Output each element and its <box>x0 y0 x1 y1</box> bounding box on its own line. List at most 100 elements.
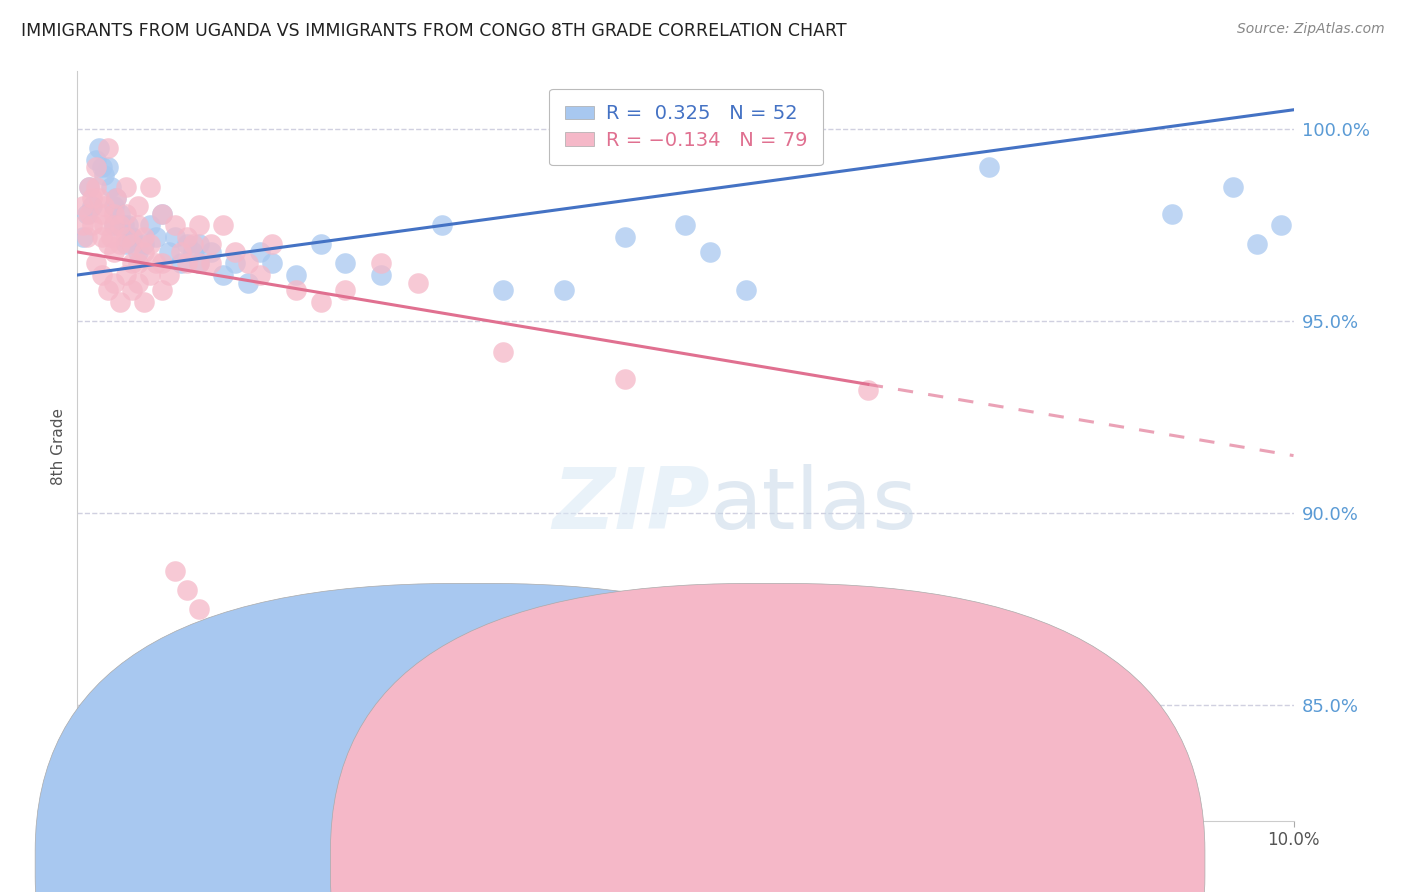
Point <box>236 256 259 270</box>
Point <box>333 256 356 270</box>
Point <box>134 229 156 244</box>
Point <box>117 218 139 232</box>
Point <box>152 206 174 220</box>
Point <box>152 284 174 298</box>
Point <box>200 244 222 259</box>
Point <box>170 244 193 259</box>
Point <box>553 284 575 298</box>
Point <box>430 218 453 232</box>
Point <box>309 294 332 309</box>
Point <box>249 622 271 636</box>
Point <box>79 206 101 220</box>
Point <box>492 284 515 298</box>
Point <box>84 256 107 270</box>
Point <box>170 256 193 270</box>
Point <box>103 276 125 290</box>
Point <box>80 191 103 205</box>
Point <box>127 218 149 232</box>
Point <box>103 218 125 232</box>
Point <box>236 276 259 290</box>
Point <box>84 179 107 194</box>
Point <box>97 284 120 298</box>
Point <box>89 191 111 205</box>
Point <box>979 161 1001 175</box>
Point <box>163 218 186 232</box>
Point <box>145 229 167 244</box>
Point <box>93 199 115 213</box>
Point <box>1222 179 1244 194</box>
Text: IMMIGRANTS FROM UGANDA VS IMMIGRANTS FROM CONGO 8TH GRADE CORRELATION CHART: IMMIGRANTS FROM UGANDA VS IMMIGRANTS FRO… <box>21 22 846 40</box>
Point <box>79 179 101 194</box>
Point <box>181 244 204 259</box>
Point <box>176 237 198 252</box>
Point <box>90 161 112 175</box>
Point <box>1270 218 1292 232</box>
Text: atlas: atlas <box>710 465 918 548</box>
Point <box>249 244 271 259</box>
Point <box>430 717 453 731</box>
Point <box>76 229 98 244</box>
Legend: R =  0.325   N = 52, R = −0.134   N = 79: R = 0.325 N = 52, R = −0.134 N = 79 <box>550 88 823 165</box>
Point <box>249 268 271 282</box>
Point <box>176 229 198 244</box>
Point <box>152 206 174 220</box>
Point <box>370 268 392 282</box>
Point <box>105 191 128 205</box>
Point <box>134 294 156 309</box>
Point <box>97 161 120 175</box>
Point <box>134 244 156 259</box>
Point <box>212 218 235 232</box>
Point <box>285 284 308 298</box>
Text: Immigrants from Uganda: Immigrants from Uganda <box>499 855 707 872</box>
Point <box>84 153 107 167</box>
Point <box>200 256 222 270</box>
Point <box>76 206 98 220</box>
Point <box>127 244 149 259</box>
Point <box>108 237 131 252</box>
Point <box>108 206 131 220</box>
Point <box>139 268 162 282</box>
Point <box>224 256 246 270</box>
Point <box>139 237 162 252</box>
Point <box>80 218 103 232</box>
Point <box>115 229 138 244</box>
Point <box>856 384 879 398</box>
Point <box>188 602 211 616</box>
Point <box>200 237 222 252</box>
Point <box>309 640 332 655</box>
Point <box>108 294 131 309</box>
Point <box>93 218 115 232</box>
Point <box>370 256 392 270</box>
Point <box>103 206 125 220</box>
Point <box>97 141 120 155</box>
Point <box>115 268 138 282</box>
Point <box>80 199 103 213</box>
Point <box>188 256 211 270</box>
Point <box>613 229 636 244</box>
Point <box>84 161 107 175</box>
Point <box>90 229 112 244</box>
Point <box>613 372 636 386</box>
Point <box>115 206 138 220</box>
Point <box>103 218 125 232</box>
Point <box>108 218 131 232</box>
Point <box>127 199 149 213</box>
Point <box>90 206 112 220</box>
Point <box>97 237 120 252</box>
Point <box>139 218 162 232</box>
Point <box>121 237 143 252</box>
Point <box>152 256 174 270</box>
Text: Immigrants from Congo: Immigrants from Congo <box>794 855 991 872</box>
Text: Source: ZipAtlas.com: Source: ZipAtlas.com <box>1237 22 1385 37</box>
Point <box>112 218 135 232</box>
Point <box>1161 206 1184 220</box>
Point <box>260 256 283 270</box>
Point <box>735 284 758 298</box>
Point <box>188 256 211 270</box>
Point <box>72 218 94 232</box>
Point <box>176 256 198 270</box>
Point <box>163 564 186 578</box>
Point <box>260 237 283 252</box>
Point <box>72 229 94 244</box>
Point <box>103 199 125 213</box>
